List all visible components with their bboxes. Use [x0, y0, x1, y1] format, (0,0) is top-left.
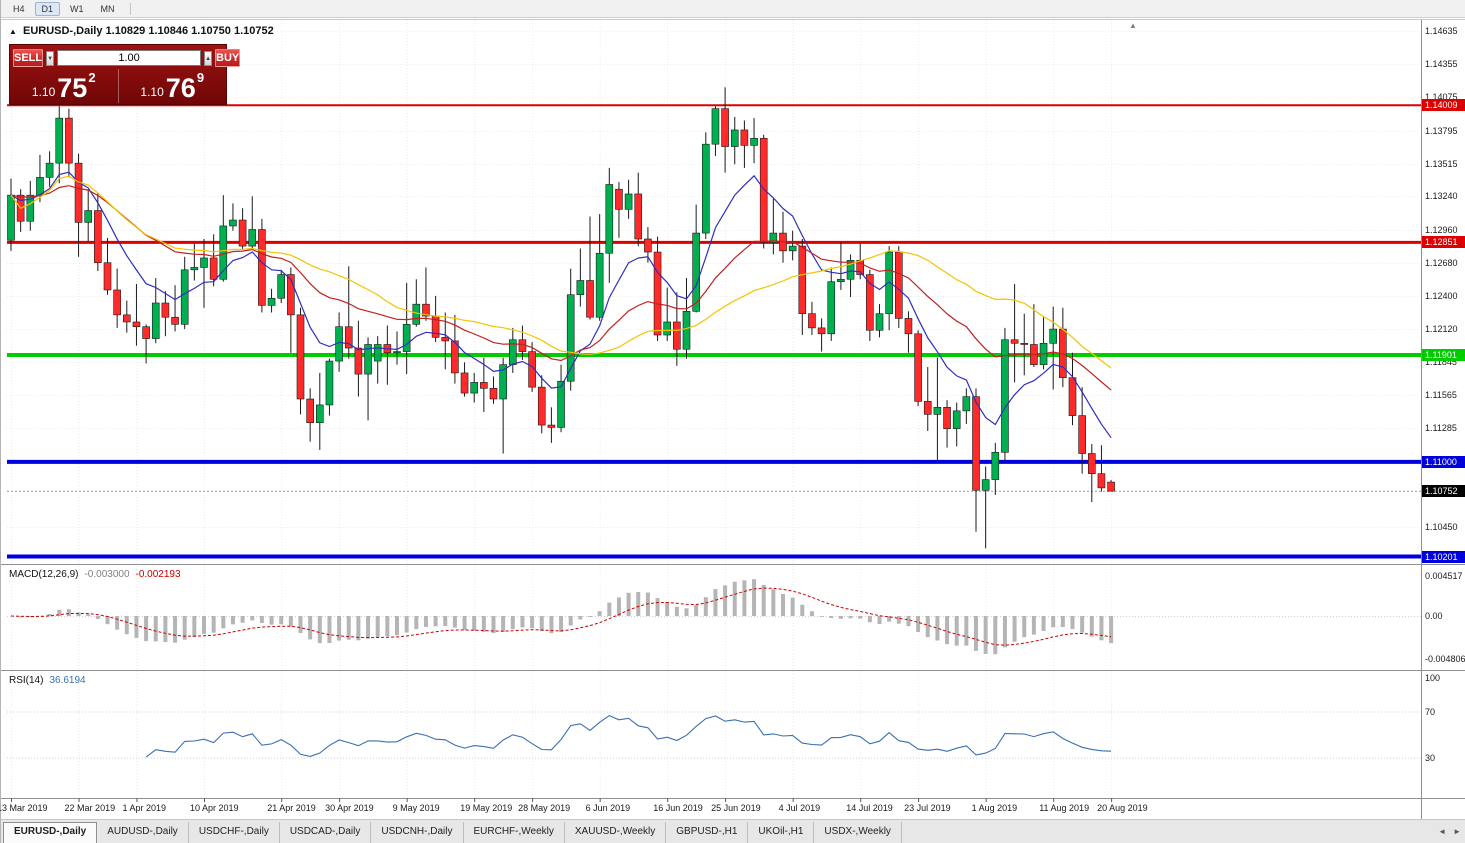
date-axis-label: 10 Apr 2019 [190, 803, 239, 813]
date-axis-label: 11 Aug 2019 [1039, 803, 1090, 813]
ask-prefix: 1.10 [140, 85, 164, 99]
ask-price: 1.10 76 9 [117, 69, 227, 103]
caret-down-icon: ▼ [47, 55, 54, 62]
macd-axis-label: 0.004517 [1425, 570, 1463, 581]
ask-big-digits: 76 [165, 73, 196, 103]
price-axis-label: 1.13795 [1425, 125, 1458, 136]
rsi-name: RSI(14) [9, 675, 44, 686]
level-price-tag: 1.12851 [1422, 236, 1465, 249]
tab-scroll-arrows: ◄ ► [1438, 827, 1461, 836]
chart-tab-xauusd[interactable]: XAUUSD-,Weekly [564, 822, 667, 843]
toolbar-separator [129, 2, 131, 15]
volume-decrease-button[interactable]: ▼ [46, 50, 55, 66]
macd-indicator-label: MACD(12,26,9) -0.003000 -0.002193 [9, 569, 181, 580]
macd-main-value: -0.003000 [84, 569, 130, 580]
price-axis-label: 1.12680 [1425, 257, 1458, 268]
price-axis-label: 1.14355 [1425, 59, 1458, 70]
date-axis-label: 19 May 2019 [460, 803, 513, 813]
symbol-timeframe-label: EURUSD-,Daily [22, 25, 103, 37]
price-axis-label: 1.13240 [1425, 191, 1458, 202]
level-price-tag: 1.10201 [1422, 550, 1465, 563]
timeframe-button-d1[interactable]: D1 [34, 1, 61, 16]
bid-prefix: 1.10 [31, 85, 56, 99]
tab-scroll-left-icon[interactable]: ◄ [1438, 827, 1447, 836]
chart-tab-bar: EURUSD-,Daily AUDUSD-,Daily USDCHF-,Daily U… [1, 820, 1465, 843]
chart-tab-usdchf[interactable]: USDCHF-,Daily [188, 822, 280, 843]
price-axis-label: 1.12960 [1425, 224, 1458, 235]
date-axis-label: 16 Jun 2019 [653, 803, 703, 813]
date-axis-label: 28 May 2019 [518, 803, 571, 813]
price-axis-label: 1.14635 [1425, 26, 1458, 36]
chart-tab-eurusd[interactable]: EURUSD-,Daily [3, 822, 98, 843]
bid-ask-row: 1.10 75 2 1.10 76 9 [10, 69, 226, 103]
bid-price: 1.10 75 2 [10, 69, 118, 103]
chart-tab-usdx[interactable]: USDX-,Weekly [814, 822, 902, 843]
chart-tab-ukoil[interactable]: UKOil-,H1 [748, 822, 815, 843]
chart-title: ▲ EURUSD-,Daily 1.10829 1.10846 1.10750 … [9, 25, 274, 37]
date-axis-label: 13 Mar 2019 [0, 803, 48, 813]
chart-tab-eurchf[interactable]: EURCHF-,Weekly [463, 822, 565, 843]
timeframe-button-w1[interactable]: W1 [70, 3, 84, 14]
timeframe-button-h4[interactable]: H4 [13, 3, 25, 14]
sell-button[interactable]: SELL [13, 49, 44, 67]
price-axis-label: 1.11845 [1425, 356, 1457, 367]
date-axis-label: 20 Aug 2019 [1097, 803, 1148, 813]
price-axis-label: 1.12400 [1425, 290, 1458, 301]
buy-button[interactable]: BUY [215, 49, 241, 67]
rsi-axis-label: 70 [1425, 707, 1436, 717]
chart-tab-audusd[interactable]: AUDUSD-,Daily [97, 822, 189, 843]
tab-scroll-right-icon[interactable]: ► [1453, 827, 1461, 836]
ohlc-values: 1.10829 1.10846 1.10750 1.10752 [105, 25, 274, 37]
date-axis-label: 22 Mar 2019 [64, 803, 116, 813]
chart-tab-gbpusd[interactable]: GBPUSD-,H1 [666, 822, 749, 843]
timeframe-toolbar: H4 D1 W1 MN [1, 0, 1465, 18]
price-axis-label: 1.12120 [1425, 324, 1458, 335]
date-axis-label: 23 Jul 2019 [904, 803, 951, 813]
level-price-tag: 1.11901 [1422, 349, 1465, 362]
volume-increase-button[interactable]: ▲ [204, 50, 213, 66]
date-axis-label: 25 Jun 2019 [711, 803, 761, 813]
collapse-triangle-icon: ▲ [9, 27, 17, 36]
chart-shift-marker-icon: ▲ [1129, 21, 1137, 30]
price-axis-label: 1.14075 [1425, 92, 1458, 103]
date-axis-label: 21 Apr 2019 [267, 803, 316, 813]
bid-big-digits: 75 [57, 73, 88, 103]
date-axis-label: 9 May 2019 [392, 803, 440, 813]
date-axis-label: 1 Aug 2019 [971, 803, 1018, 813]
macd-axis-label: 0.00 [1425, 611, 1443, 621]
one-click-trading-panel: SELL ▼ ▲ BUY 1.10 75 2 1.10 76 9 [9, 44, 241, 105]
trade-controls-row: SELL ▼ ▲ BUY [10, 45, 241, 69]
rsi-axis-label: 100 [1425, 672, 1441, 683]
chart-tabs: EURUSD-,Daily AUDUSD-,Daily USDCHF-,Daily U… [3, 822, 902, 843]
price-axis-label: 1.11285 [1425, 423, 1457, 434]
price-axis-label: 1.10450 [1425, 522, 1458, 532]
macd-axis-label: -0.004806 [1425, 653, 1465, 664]
rsi-value: 36.6194 [49, 675, 86, 686]
bid-price-tag: 1.10752 [1422, 485, 1465, 498]
price-axis-label: 1.11565 [1425, 389, 1457, 400]
rsi-axis-label: 30 [1425, 753, 1436, 763]
date-axis-label: 4 Jul 2019 [778, 803, 821, 813]
ask-pipette-digit: 9 [196, 70, 205, 85]
date-axis-label: 6 Jun 2019 [585, 803, 631, 813]
chart-tab-usdcnh[interactable]: USDCNH-,Daily [371, 822, 464, 843]
date-axis-label: 1 Apr 2019 [122, 803, 166, 813]
date-axis-label: 30 Apr 2019 [325, 803, 374, 813]
price-axis-label: 1.13515 [1425, 158, 1458, 169]
caret-up-icon: ▲ [205, 55, 212, 62]
rsi-indicator-label: RSI(14) 36.6194 [9, 675, 86, 686]
date-axis-label: 14 Jul 2019 [846, 803, 893, 813]
level-price-tag: 1.14009 [1422, 99, 1465, 112]
macd-name: MACD(12,26,9) [9, 569, 79, 580]
chart-tab-usdcad[interactable]: USDCAD-,Daily [279, 822, 372, 843]
volume-input[interactable] [57, 50, 202, 66]
timeframe-button-mn[interactable]: MN [100, 3, 115, 14]
macd-signal-value: -0.002193 [135, 569, 181, 580]
level-price-tag: 1.11000 [1422, 455, 1465, 468]
bid-pipette-digit: 2 [88, 70, 96, 85]
